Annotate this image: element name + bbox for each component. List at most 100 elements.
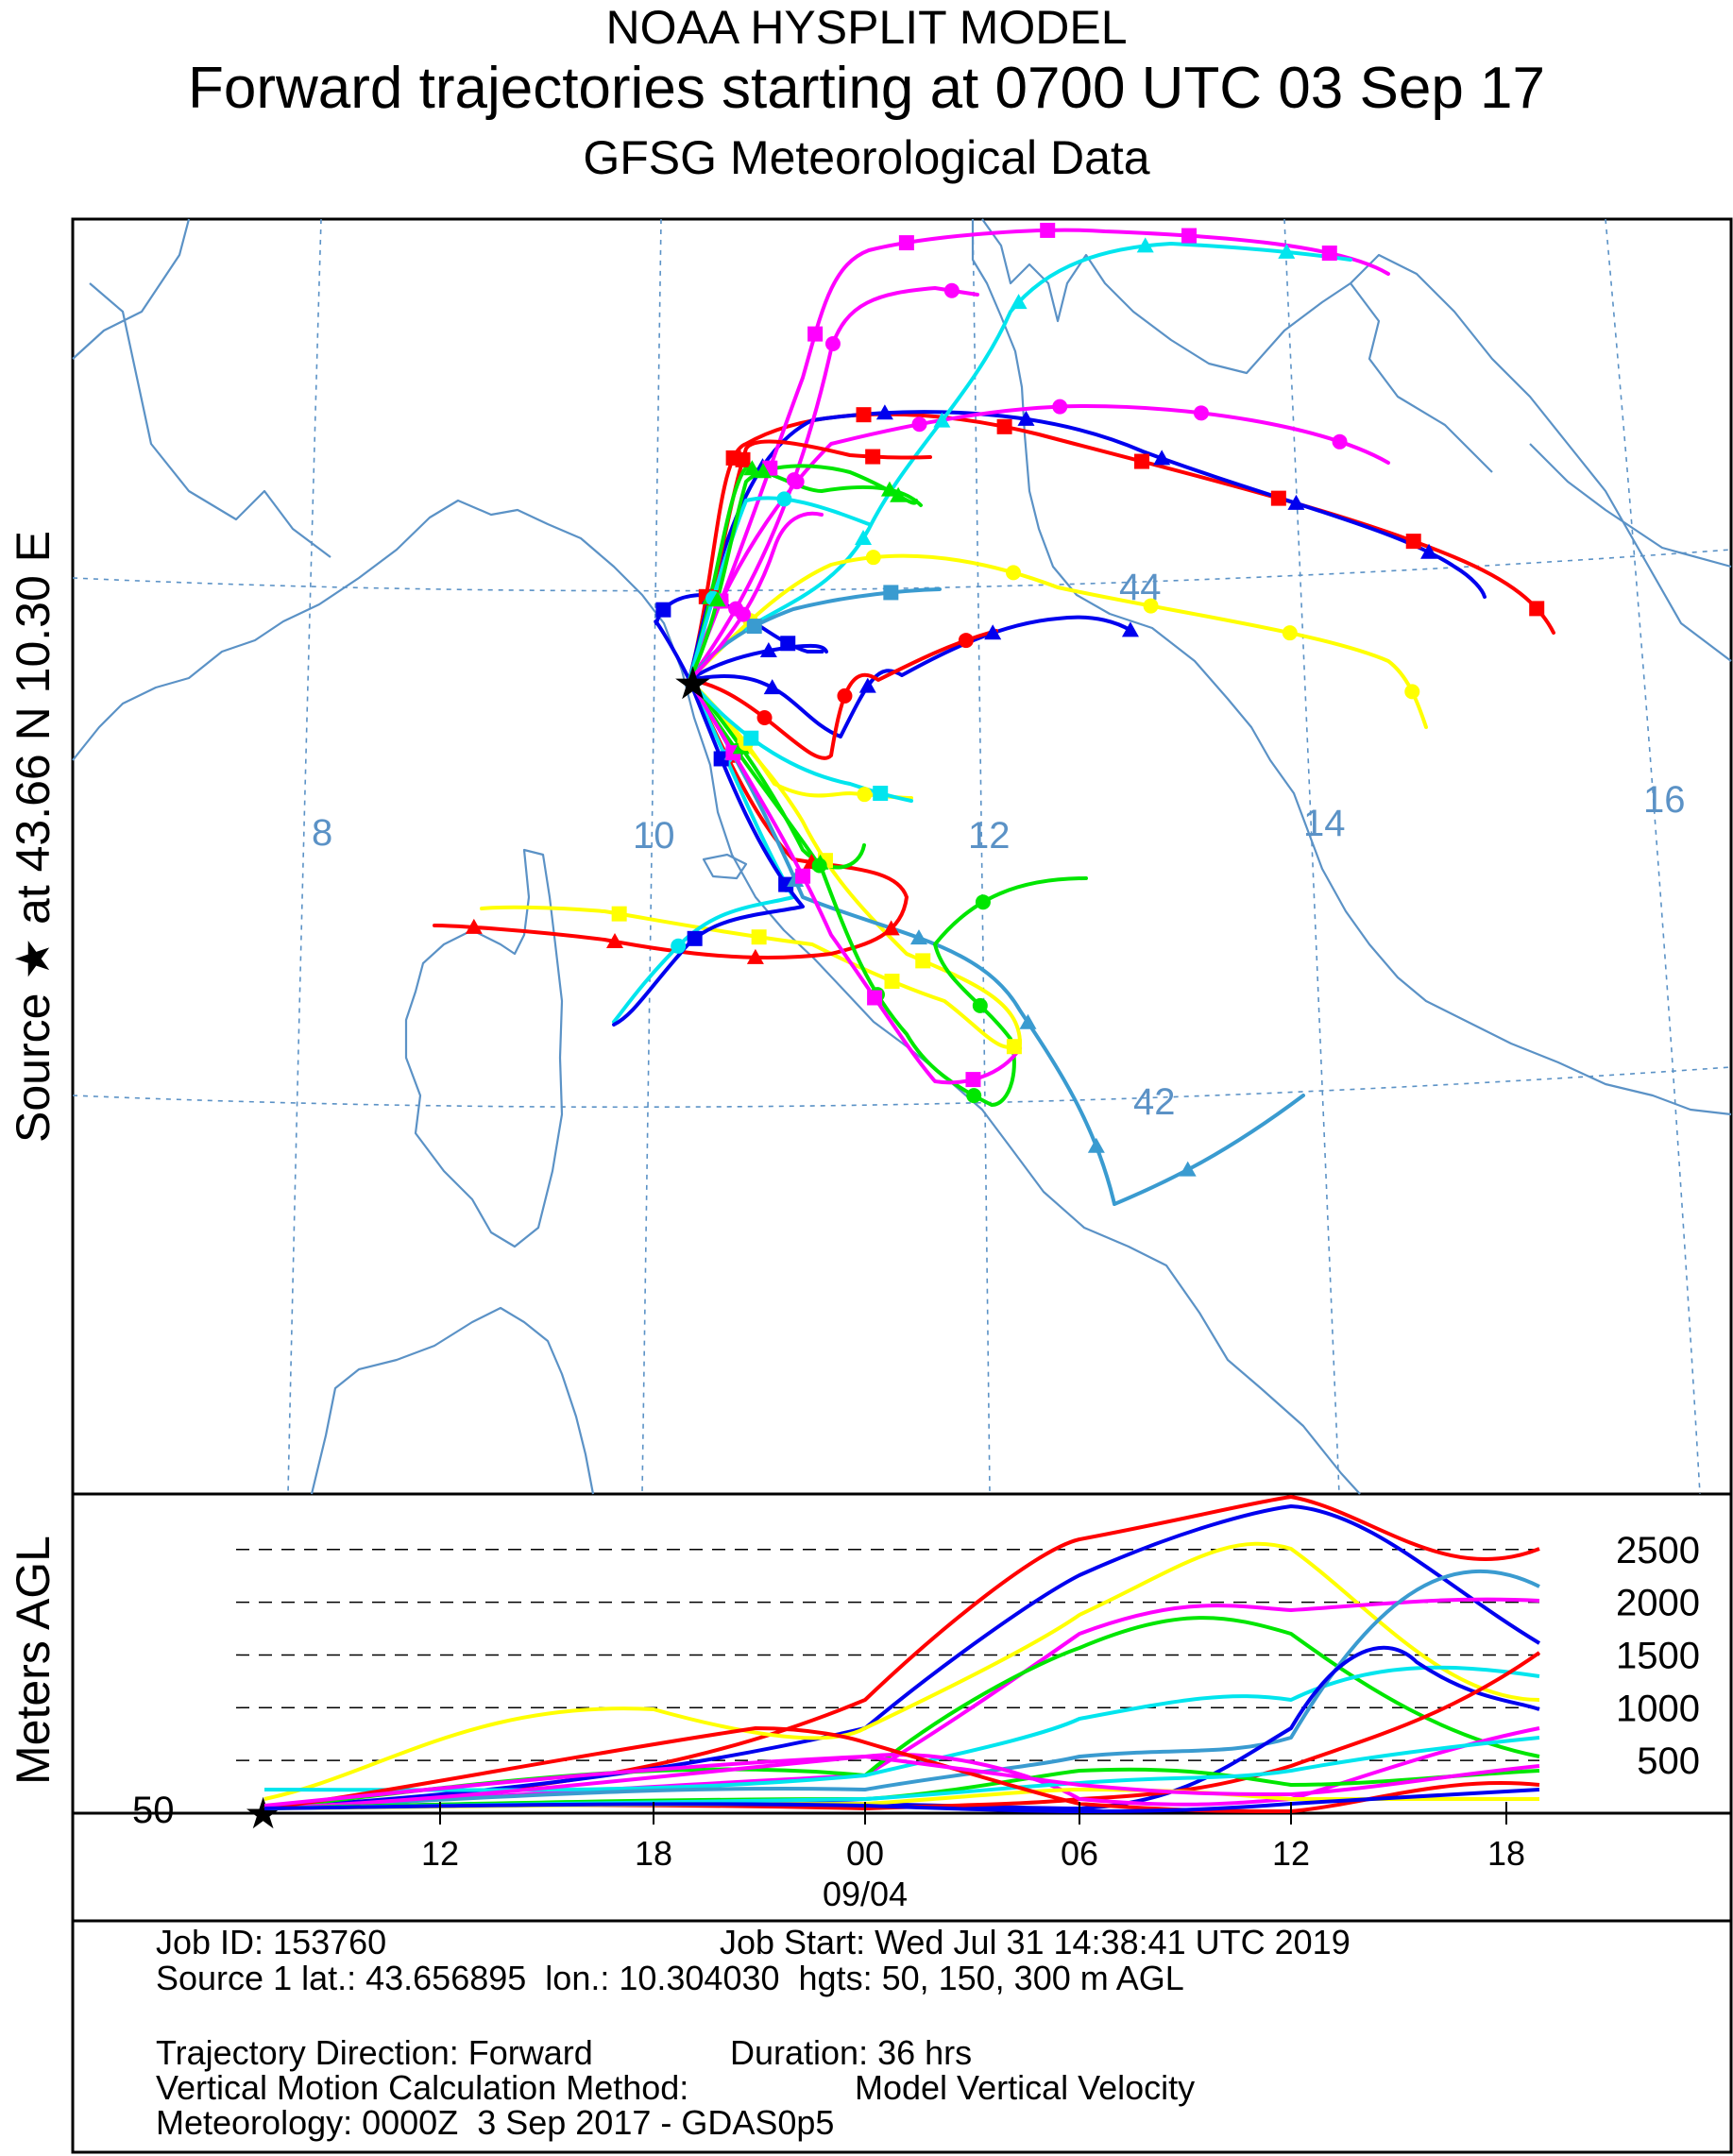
lon-label-12: 12 [968, 815, 1011, 857]
trajectory-magenta-n [688, 228, 1390, 682]
trajectory-yellow-e [688, 553, 1428, 729]
trajectory-marker [909, 929, 927, 945]
trajectory-marker [743, 460, 761, 476]
trajectory-marker [837, 688, 853, 704]
trajectory-marker [1019, 1013, 1037, 1029]
trajectory-marker [606, 933, 624, 949]
trajectory-marker [811, 854, 829, 870]
trajectory-marker [1405, 534, 1421, 550]
duration: Duration: 36 hrs [730, 2033, 973, 2072]
trajectory-marker [746, 619, 762, 635]
source-star-map: ★ [672, 657, 713, 710]
job-id: Job ID: 153760 [156, 1923, 387, 1961]
trajectory-marker [933, 412, 951, 428]
trajectory-marker [755, 463, 773, 479]
source-coordinates: Source 1 lat.: 43.656895 lon.: 10.304030… [156, 1959, 1184, 1997]
time-tick-label: 18 [635, 1834, 672, 1873]
height-tick-label: 2000 [1616, 1583, 1700, 1624]
trajectory-marker [1282, 625, 1298, 641]
trajectory-marker [855, 530, 873, 546]
trajectory-marker [1404, 684, 1420, 700]
trajectory-red-w [433, 678, 909, 959]
trajectory-marker [867, 990, 883, 1006]
trajectory-marker [1134, 453, 1150, 469]
trajectory-marker [759, 642, 777, 658]
trajectory-magenta-local [688, 511, 824, 682]
trajectory-marker [1278, 243, 1296, 259]
dalmatia-islands [1350, 282, 1732, 569]
height-profile-red [263, 1726, 1540, 1813]
trajectory-marker [975, 894, 991, 910]
time-tick-label: 18 [1487, 1834, 1525, 1873]
time-tick-label: 12 [421, 1834, 459, 1873]
height-profiles [263, 1495, 1541, 1813]
height-profile-steelblue [263, 1570, 1540, 1810]
trajectory-marker [807, 326, 824, 342]
trajectory-cyan-n [688, 242, 1352, 682]
height-profile-yellow [263, 1541, 1540, 1801]
trajectory-marker [1121, 621, 1139, 637]
coastlines [72, 218, 1732, 1495]
trajectory-marker [996, 418, 1012, 434]
meridian-12 [972, 218, 991, 1495]
trajectory-marker [611, 906, 627, 922]
start-height-label: 50 [132, 1790, 175, 1831]
trajectory-marker [1287, 494, 1305, 510]
trajectory-marker [1017, 410, 1035, 426]
istria-coast [981, 218, 1732, 662]
trajectory-direction: Trajectory Direction: Forward [156, 2033, 593, 2072]
trajectory-steelblue-s [688, 678, 1305, 1206]
trajectory-marker [884, 974, 900, 990]
trajectory-marker [735, 606, 751, 622]
model-title: NOAA HYSPLIT MODEL [605, 1, 1128, 54]
height-profile-magenta [263, 1755, 1540, 1808]
trajectory-marker [687, 930, 703, 946]
trajectory-marker [958, 633, 974, 649]
trajectory-marker [1193, 405, 1209, 421]
trajectory-marker [756, 709, 773, 725]
trajectories [433, 222, 1555, 1206]
meridian-14 [1283, 218, 1340, 1495]
time-tick-label: 12 [1272, 1834, 1310, 1873]
trajectory-marker [943, 282, 960, 298]
trajectory-blue-w2 [612, 678, 805, 1027]
trajectory-marker [873, 785, 889, 801]
trajectory-yellow-s [480, 678, 1022, 1049]
trajectory-marker [1420, 543, 1438, 559]
time-tick-label: 00 [846, 1834, 884, 1873]
trajectory-marker [890, 486, 908, 502]
trajectory-marker [1006, 1039, 1022, 1055]
height-profile-cyan [263, 1665, 1540, 1792]
trajectory-marker [655, 602, 671, 618]
trajectory-marker [1087, 1137, 1105, 1153]
trajectory-marker [763, 679, 781, 695]
trajectory-marker [1006, 565, 1022, 581]
map-axis-labels: 8 10 12 14 16 44 42 [312, 567, 1686, 1123]
trajectory-cyan-local [688, 496, 871, 682]
vertical-motion-value: Model Vertical Velocity [855, 2068, 1196, 2107]
trajectory-marker [1332, 433, 1348, 450]
trajectory-marker [875, 404, 893, 420]
trajectory-marker [984, 624, 1002, 640]
trajectory-marker [915, 953, 931, 969]
lon-label-10: 10 [633, 815, 675, 857]
trajectory-marker [708, 591, 726, 607]
trajectory-marker [882, 920, 900, 936]
trajectory-marker [965, 1072, 981, 1088]
date-label: 09/04 [823, 1875, 908, 1913]
lon-label-8: 8 [312, 812, 332, 854]
trajectory-marker [780, 636, 796, 652]
trajectory-marker [972, 997, 988, 1013]
data-source-subtitle: GFSG Meteorological Data [583, 131, 1150, 184]
trajectory-blue-e [688, 615, 1133, 738]
height-tick-label: 500 [1637, 1740, 1700, 1782]
trajectory-cyan-w [612, 678, 795, 1024]
height-reference-lines: 2500 2000 1500 1000 500 [236, 1530, 1700, 1782]
time-axis: 12 18 00 06 12 18 [421, 1802, 1525, 1873]
job-start: Job Start: Wed Jul 31 14:38:41 UTC 2019 [720, 1923, 1351, 1961]
trajectory-marker [1270, 490, 1286, 506]
info-frame [71, 1919, 1733, 2154]
vertical-motion-label: Vertical Motion Calculation Method: [156, 2068, 689, 2107]
adriatic-coast [971, 219, 1732, 1116]
trajectory-marker [1052, 399, 1068, 415]
